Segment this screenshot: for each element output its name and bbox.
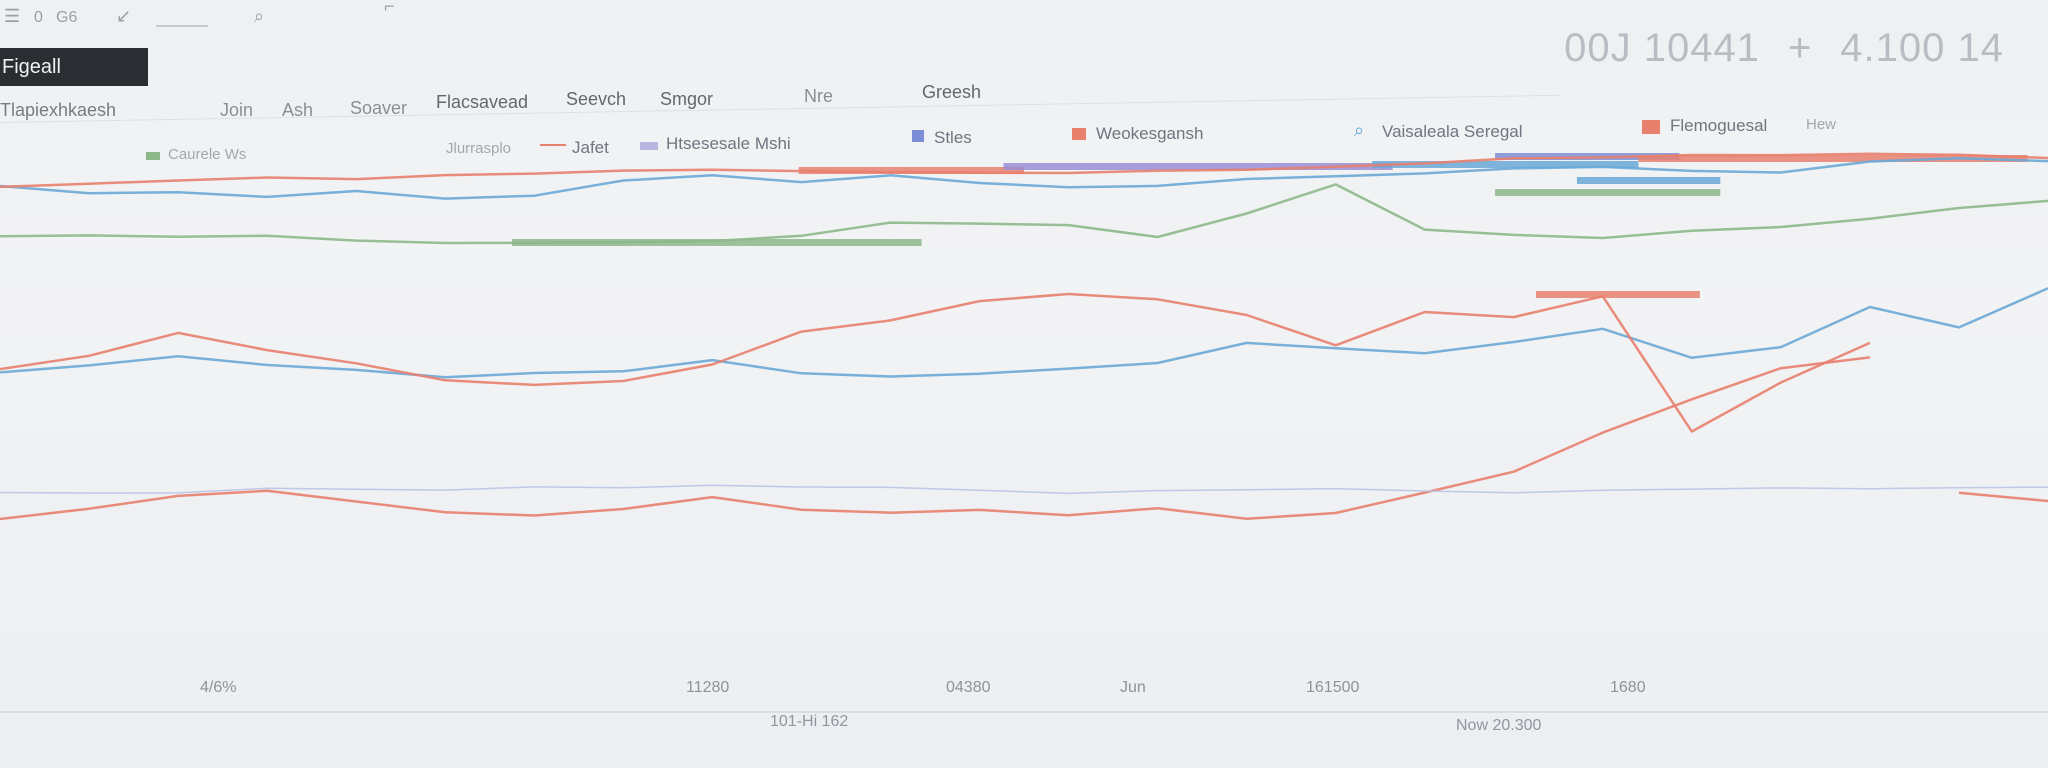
series-line-1 [0,152,2048,189]
series-line-4 [0,292,1871,433]
legend-label-6[interactable]: Vaisaleala Seregal [1382,122,1523,141]
cursor-icon: ⌐ [384,0,395,16]
legend-label-2[interactable]: Jafet [572,138,609,157]
back-arrow-icon[interactable]: ↙ [116,6,132,26]
legend-swatch-3 [640,142,658,150]
legend-label-1[interactable]: Jlurrasplo [446,140,512,157]
legend-label-3[interactable]: Htsesesale Mshi [666,134,791,153]
nav-item-soaver[interactable]: Soaver [350,98,408,118]
legend-swatch-5 [1072,128,1086,140]
bar-segment-8 [1536,291,1700,298]
toolbar-field[interactable] [156,9,208,27]
nav-item-join[interactable]: Join [220,100,254,120]
x-tick-label: 4/6% [200,679,236,696]
bar-segment-2 [1372,161,1639,168]
x-tick-label: Jun [1120,679,1146,696]
x-tick-label: 11280 [686,679,729,696]
legend-search-icon[interactable]: ⌕ [1354,120,1365,140]
series-line-7 [0,484,2048,495]
nav-item-greesh[interactable]: Greesh [922,82,982,102]
x-tick-label: 161500 [1306,679,1359,696]
nav-item-smgor[interactable]: Smgor [660,89,714,109]
legend-label-8[interactable]: Hew [1806,116,1837,133]
x-tick-label: 1680 [1610,679,1646,696]
legend-label-7[interactable]: Flemoguesal [1670,116,1768,135]
series-line-5 [0,356,1871,521]
nav-item-flacsavead[interactable]: Flacsavead [436,92,529,112]
toolbar-item-b[interactable]: G6 [56,9,78,26]
nav-item-ash[interactable]: Ash [282,100,314,120]
bar-segment-6 [1495,189,1721,196]
legend-label-5[interactable]: Weokesgansh [1096,124,1204,143]
x-label-right: Now 20.300 [1456,717,1541,734]
legend-swatch-0 [146,152,160,160]
bar-segment-4 [1638,155,2028,162]
readout-left: 00J 10441 [1564,26,1760,70]
legend-label-0[interactable]: Caurele Ws [168,146,247,163]
readout-right: 4.100 14 [1840,26,2004,70]
series-lines [0,152,2048,521]
bar-segment-0 [798,167,1024,174]
chart-subtitle: Tlapiexhkaesh [0,100,117,120]
x-tick-label: 04380 [946,679,991,696]
readout-separator: + [1787,26,1813,70]
search-icon[interactable]: ⌕ [254,6,265,26]
bar-segment-5 [512,239,922,246]
series-line-2 [0,183,2048,245]
series-line-0 [0,157,2048,200]
legend-label-4[interactable]: Stles [934,128,972,147]
legend-swatch-4 [912,130,924,142]
series-line-3 [0,287,2048,379]
bar-segment-7 [1576,177,1721,184]
nav-item-seevch[interactable]: Seevch [566,89,627,109]
value-readout: 00J 10441 +4.100 14 [1564,26,2004,71]
top-toolbar: ☰ 0 G6 ↙ ⌕ ⌐ [0,0,2048,40]
chart-title-tab[interactable]: Figeall [0,48,148,86]
nav-item-nre[interactable]: Nre [804,86,834,106]
legend-swatch-7 [1642,120,1660,134]
line-chart: 4/6% 11280 04380 Jun 161500 1680 101-Hi 162 N… [0,152,2048,734]
x-label-left: 101-Hi 162 [770,713,848,730]
toolbar-item-a[interactable]: 0 [34,9,43,26]
x-tick-labels: 4/6% 11280 04380 Jun 161500 1680 [200,679,1646,696]
bar-segment-1 [1003,163,1393,170]
legend-swatch-2 [540,144,566,146]
series-line-6 [1958,491,2048,503]
menu-icon[interactable]: ☰ [4,6,21,26]
